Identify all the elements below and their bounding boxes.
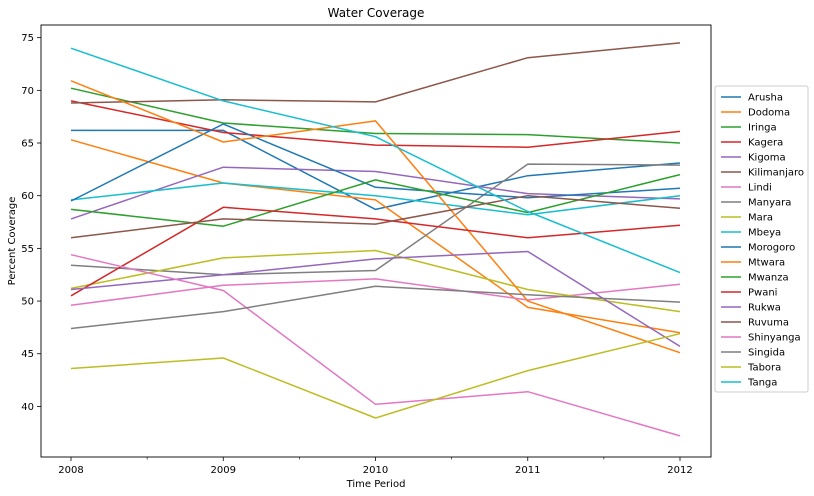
series-line-singida — [70, 285, 681, 330]
legend-label-pwani: Pwani — [748, 288, 777, 299]
legend-label-kilimanjaro: Kilimanjaro — [748, 168, 804, 179]
series-line-ruvuma — [70, 194, 681, 239]
series-line-lindi — [70, 278, 681, 307]
x-tick-label: 2008 — [58, 465, 83, 476]
series-lines — [70, 42, 681, 437]
x-tick-label: 2011 — [515, 465, 540, 476]
legend-label-tanga: Tanga — [747, 378, 777, 389]
series-line-kilimanjaro — [70, 42, 681, 104]
legend-label-ruvuma: Ruvuma — [748, 318, 789, 329]
plot-frame — [40, 24, 712, 458]
series-line-shinyanga — [70, 253, 681, 437]
y-tick-label: 50 — [21, 297, 34, 308]
x-tick-label: 2012 — [667, 465, 692, 476]
plot-area — [40, 24, 712, 458]
y-tick-label: 70 — [21, 86, 34, 97]
series-line-kagera — [70, 100, 681, 148]
y-tick-label: 75 — [21, 33, 34, 44]
series-line-tanga — [70, 47, 681, 274]
legend-label-shinyanga: Shinyanga — [748, 333, 801, 344]
series-line-arusha — [71, 129, 681, 211]
series-line-pwani — [70, 206, 681, 297]
chart-title: Water Coverage — [328, 6, 425, 20]
series-line-mbeya — [70, 182, 681, 216]
series-line-manyara — [70, 163, 681, 276]
series-line-iringa — [70, 87, 681, 144]
series-line-dodoma — [70, 139, 681, 334]
y-axis-label: Percent Coverage — [7, 197, 18, 286]
x-tick-label: 2009 — [211, 465, 236, 476]
legend-label-tabora: Tabora — [747, 363, 781, 374]
series-line-mtwara — [70, 80, 681, 354]
legend-label-mtwara: Mtwara — [748, 258, 785, 269]
legend-label-lindi: Lindi — [748, 183, 772, 194]
y-tick-label: 60 — [21, 191, 34, 202]
legend-label-mbeya: Mbeya — [748, 228, 781, 239]
legend-label-mwanza: Mwanza — [748, 273, 789, 284]
legend-label-iringa: Iringa — [748, 123, 777, 134]
y-tick-label: 65 — [21, 139, 34, 150]
x-tick-label: 2010 — [363, 465, 388, 476]
y-tick-label: 55 — [21, 244, 34, 255]
y-axis: 40 45 50 55 60 65 70 75 — [21, 33, 41, 413]
legend-label-kagera: Kagera — [748, 138, 783, 149]
legend-label-arusha: Arusha — [748, 93, 783, 104]
legend-box — [714, 85, 809, 393]
legend-label-morogoro: Morogoro — [748, 243, 795, 254]
legend-label-rukwa: Rukwa — [748, 303, 781, 314]
x-axis-label: Time Period — [346, 479, 406, 490]
series-line-tabora — [70, 332, 681, 419]
y-tick-label: 45 — [21, 349, 34, 360]
legend-label-dodoma: Dodoma — [748, 108, 790, 119]
legend-label-mara: Mara — [748, 213, 773, 224]
x-axis: 2008 2009 2010 2011 2012 — [58, 457, 693, 476]
legend-label-manyara: Manyara — [748, 198, 791, 209]
legend-label-singida: Singida — [748, 348, 785, 359]
y-tick-label: 40 — [21, 402, 34, 413]
legend: Arusha Dodoma Iringa Kagera Kigoma Kilimanjar… — [714, 85, 809, 393]
legend-label-kigoma: Kigoma — [748, 153, 786, 164]
series-line-rukwa — [70, 250, 681, 348]
series-line-kigoma — [70, 166, 681, 220]
series-line-morogoro — [70, 123, 681, 202]
